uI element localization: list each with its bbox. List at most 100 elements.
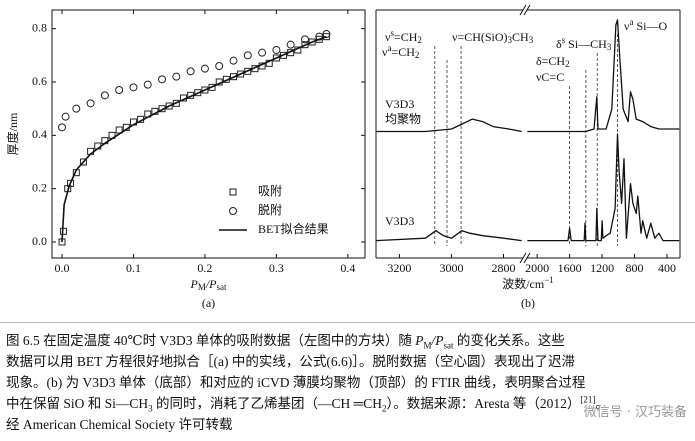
label-part: Si—O [633,19,667,33]
axis-break [519,252,527,264]
label-part: ν [382,45,388,59]
data-point [272,54,280,62]
caption-text: 3 [148,403,153,414]
data-point [200,64,209,73]
x-tick-label: 0.0 [55,261,70,275]
label-part: ν [385,30,391,44]
figure: 0.0 0.1 0.2 0.3 0.40.00.20.40.60.8PM/Psat(a)… [5,4,681,310]
fit-line [61,35,327,243]
x-tick-label: 400 [658,261,676,275]
axis-break [519,4,527,16]
label-part: 3 [508,35,513,45]
x-tick-label: 0.3 [269,261,284,275]
caption-line: 图 6.5 在固定温度 40℃时 V3D3 单体的吸附数据（左图中的方块）随 P… [6,330,690,351]
x-axis-label: PM/Psat [189,277,227,292]
legend-label: 脱附 [258,202,282,217]
caption-text: 数据可以用 BET 方程很好地拟合［(a) 中的实线，公式(6.6)］。脱附数据… [6,354,575,369]
data-point [67,179,75,187]
x-axis-label: 波数/cm−1 [502,275,554,290]
x-tick-label: 2000 [525,261,549,275]
caption-text: P [415,333,424,348]
data-point [143,80,152,89]
annotation-label: νC=C [536,70,564,84]
divider [0,322,695,323]
annotation-label: νs=CH2 [385,28,422,44]
label-part: M [198,282,206,292]
caption-text: 。 [595,396,609,411]
annotation-label: δs Si—CH3 [556,35,612,51]
caption-text: sat [443,340,454,351]
legend-marker [229,188,237,196]
caption-text: ）。数据来源：Aresta 等（2012） [386,396,581,411]
panel-label: (a) [202,296,215,310]
label-part: sat [217,282,227,292]
label-part: 波数/cm [502,276,545,291]
label-part: 2 [417,35,422,45]
y-tick-label: 0.6 [32,74,47,88]
caption-text: 的变化关系。这些 [453,333,565,348]
data-point [300,35,309,44]
spectrum-line [376,19,680,133]
label-part: s [562,35,566,45]
label-part: νC=C [536,70,564,84]
spectrum-line [375,133,680,242]
caption-text: 经 American Chemical Society 许可转载 [6,417,233,432]
data-point [229,56,238,65]
data-point [258,48,267,57]
watermark: 微信号 · 汉巧装备 [583,405,687,420]
caption-text: /P [431,333,444,348]
data-point [186,67,195,76]
caption-text: M [423,340,432,351]
label-part: Si—CH [565,37,607,51]
label-part: a [629,17,633,27]
data-point [286,40,295,49]
data-point [100,91,109,100]
data-point [115,126,123,134]
x-tick-label: 0.1 [126,261,141,275]
panel-label: (b) [521,296,535,310]
label-part: −1 [544,275,554,285]
annotation-label: νa Si—O [624,17,667,32]
y-tick-label: 0.2 [32,180,47,194]
caption-text: 2 [381,403,387,414]
data-point [158,75,167,84]
data-point [201,86,209,94]
axis-break [523,252,531,264]
x-tick-label: 0.2 [197,261,212,275]
label-part: /P [205,277,217,291]
label-part: ν [624,19,630,33]
caption-line: 数据可以用 BET 方程很好地拟合［(a) 中的实线，公式(6.6)］。脱附数据… [6,351,690,372]
label-part: 2 [415,50,420,60]
data-point [129,83,138,92]
data-point [58,123,67,132]
data-point [243,51,252,60]
label-part: 2 [565,59,570,69]
series-label: V3D3 [385,97,414,111]
x-tick-label: 3200 [387,261,411,275]
legend-label: BET拟合结果 [258,221,329,236]
label-part: a [387,43,391,53]
caption: 图 6.5 在固定温度 40℃时 V3D3 单体的吸附数据（左图中的方块）随 P… [6,330,690,435]
caption-line: 中在保留 SiO 和 Si—CH3 的同时，消耗了乙烯基团（—CH ═CH2）。… [6,393,690,414]
label-part: 3 [607,42,612,52]
caption-line: 经 American Chemical Society 许可转载 [6,414,690,435]
caption-text: 的同时，消耗了乙烯基团（—CH ═CH [152,396,382,411]
series-label: 均聚物 [385,112,421,126]
annotation-label: νa=CH2 [382,43,419,59]
data-point [272,46,281,54]
caption-line: 现象。(b) 为 V3D3 单体（底部）和对应的 iCVD 薄膜均聚物（顶部）的… [6,372,690,393]
x-tick-label: 1600 [558,261,582,275]
label-part: =CH [394,30,418,44]
x-tick-label: 2800 [491,261,515,275]
data-point [308,38,316,46]
x-tick-label: 3000 [439,261,463,275]
x-tick-label: 0.4 [340,261,355,275]
y-axis-label: 厚度/nm [5,112,20,155]
data-point [72,104,81,113]
label-part: δ [556,37,562,51]
data-point [115,86,124,94]
plot-frame [51,9,366,259]
caption-text: [21] [580,394,596,405]
series-label: V3D3 [385,214,414,228]
